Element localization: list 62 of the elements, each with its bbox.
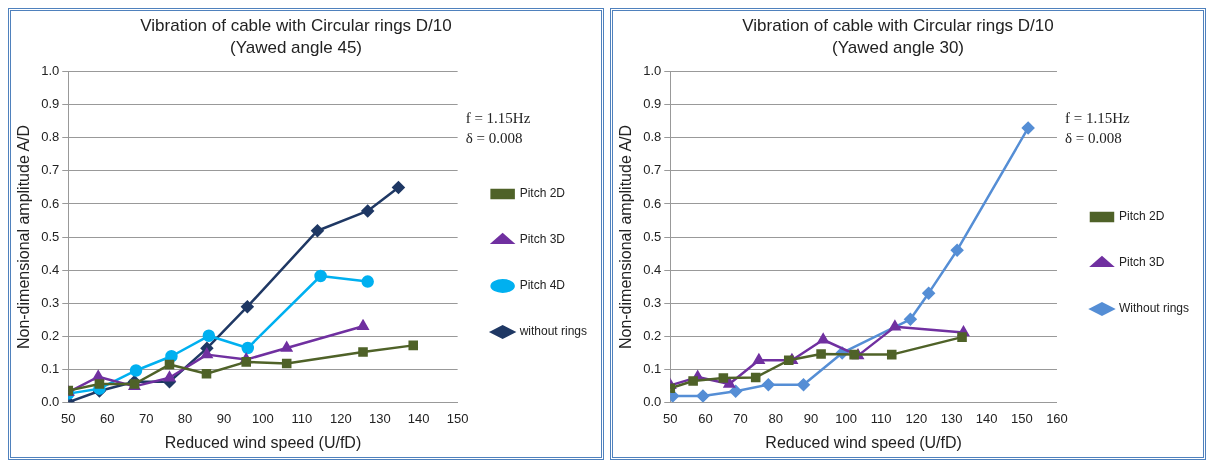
y-axis-title: Non-dimensional amplitude A/D — [617, 124, 635, 350]
legend-label: without rings — [518, 324, 588, 339]
x-tick-label: 80 — [177, 410, 193, 426]
x-tick-label: 50 — [61, 410, 76, 426]
y-tick-label: 0.7 — [643, 162, 662, 178]
y-tick-label: 0.7 — [41, 162, 60, 178]
legend-label: Pitch 3D — [1118, 255, 1165, 270]
x-axis-title: Reduced wind speed (U/fD) — [164, 433, 362, 451]
y-tick-label: 0.1 — [41, 360, 60, 376]
text: f = 1.15Hz — [1064, 110, 1131, 127]
x-tick-label: 110 — [870, 410, 892, 426]
y-tick-label: 0.3 — [643, 294, 662, 310]
y-tick-label: 0.8 — [41, 129, 60, 145]
x-tick-label: 70 — [138, 410, 154, 426]
x-tick-label: 130 — [940, 410, 963, 426]
x-tick-label: 90 — [803, 410, 819, 426]
y-axis-title: Non-dimensional amplitude A/D — [15, 124, 33, 350]
x-tick-label: 80 — [768, 410, 783, 426]
x-axis-title: Reduced wind speed (U/fD) — [765, 433, 962, 451]
y-tick-label: 0.8 — [643, 129, 662, 145]
y-tick-label: 0.5 — [41, 228, 60, 244]
text: δ = 0.008 — [465, 130, 523, 147]
y-tick-label: 0.4 — [643, 261, 662, 277]
x-tick-label: 60 — [698, 410, 713, 426]
y-tick-label: 0.9 — [643, 96, 662, 112]
y-tick-label: 0.2 — [643, 327, 662, 343]
y-tick-label: 0.9 — [41, 96, 60, 112]
x-tick-label: 150 — [1010, 410, 1033, 426]
x-tick-label: 120 — [329, 410, 352, 426]
x-tick-label: 100 — [252, 410, 274, 426]
y-tick-label: 0.1 — [643, 360, 662, 376]
text: δ = 0.008 — [1064, 130, 1122, 147]
legend-label: Pitch 4D — [519, 278, 566, 293]
x-tick-label: 90 — [216, 410, 232, 426]
chart-title: Vibration of cable with Circular rings D/10 (Yawed angle 30) — [741, 15, 1055, 59]
text: f = 1.15Hz — [465, 110, 531, 127]
x-tick-label: 140 — [975, 410, 998, 426]
x-tick-label: 140 — [407, 410, 430, 426]
x-tick-label: 120 — [905, 410, 928, 426]
x-tick-label: 130 — [368, 410, 391, 426]
y-tick-label: 0.0 — [643, 393, 662, 409]
y-tick-label: 0.2 — [41, 327, 60, 343]
x-tick-label: 70 — [733, 410, 748, 426]
x-tick-label: 150 — [446, 410, 469, 426]
chart-title: Vibration of cable with Circular rings D/10 (Yawed angle 45) — [139, 15, 453, 59]
x-tick-label: 50 — [663, 410, 678, 426]
y-tick-label: 1.0 — [643, 63, 662, 79]
y-tick-label: 0.6 — [41, 195, 60, 211]
y-tick-label: 0.0 — [41, 393, 60, 409]
legend-label: Without rings — [1118, 301, 1190, 316]
legend-label: Pitch 2D — [519, 186, 566, 201]
y-tick-label: 0.4 — [41, 261, 60, 277]
x-tick-label: 100 — [835, 410, 857, 426]
legend-label: Pitch 2D — [1118, 209, 1165, 224]
x-tick-label: 160 — [1046, 410, 1068, 426]
legend-label: Pitch 3D — [519, 232, 566, 247]
y-tick-label: 1.0 — [41, 63, 60, 79]
y-tick-label: 0.5 — [643, 228, 662, 244]
x-tick-label: 110 — [291, 410, 313, 426]
y-tick-label: 0.6 — [643, 195, 662, 211]
y-tick-label: 0.3 — [41, 294, 60, 310]
x-tick-label: 60 — [99, 410, 115, 426]
